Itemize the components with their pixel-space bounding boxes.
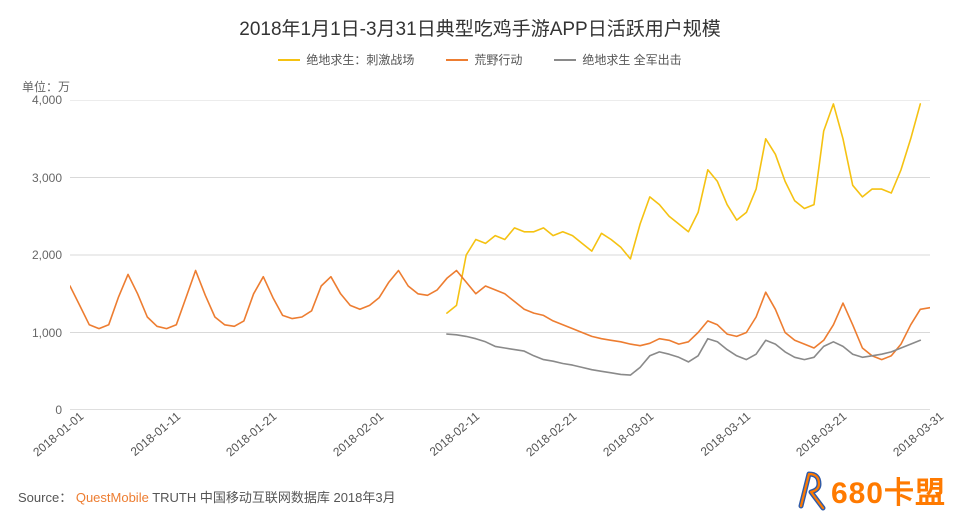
source-highlight: QuestMobile (76, 490, 149, 505)
chart-title: 2018年1月1日-3月31日典型吃鸡手游APP日活跃用户规模 (0, 0, 960, 41)
legend-swatch-2 (554, 59, 576, 61)
y-tick-label: 1,000 (32, 326, 70, 340)
source-line: Source： QuestMobile TRUTH 中国移动互联网数据库 201… (18, 487, 396, 506)
legend-item-0: 绝地求生：刺激战场 (278, 51, 414, 68)
x-tick-label: 2018-01-21 (223, 409, 279, 459)
line-chart-svg (70, 100, 930, 410)
y-tick-label: 3,000 (32, 171, 70, 185)
legend-label-1: 荒野行动 (474, 51, 522, 68)
x-tick-label: 2018-03-11 (698, 409, 753, 459)
source-prefix: Source： (18, 490, 72, 505)
x-tick-label: 2018-03-01 (600, 409, 656, 459)
legend-item-2: 绝地求生 全军出击 (554, 51, 681, 68)
x-tick-label: 2018-02-21 (523, 409, 579, 459)
y-tick-label: 4,000 (32, 93, 70, 107)
x-tick-label: 2018-02-01 (330, 409, 386, 459)
x-tick-label: 2018-02-11 (427, 409, 482, 459)
source-rest: TRUTH 中国移动互联网数据库 2018年3月 (149, 490, 396, 505)
y-tick-label: 0 (55, 403, 70, 417)
legend-swatch-0 (278, 59, 300, 61)
y-tick-label: 2,000 (32, 248, 70, 262)
x-tick-label: 2018-03-31 (890, 409, 946, 459)
watermark-text: 680卡盟 (831, 468, 946, 512)
x-tick-label: 2018-03-21 (794, 409, 850, 459)
legend-label-2: 绝地求生 全军出击 (582, 51, 681, 68)
legend-swatch-1 (446, 59, 468, 61)
plot-area: 01,0002,0003,0004,0002018-01-012018-01-1… (70, 100, 930, 410)
legend-item-1: 荒野行动 (446, 51, 522, 68)
legend: 绝地求生：刺激战场 荒野行动 绝地求生 全军出击 (0, 51, 960, 68)
watermark: 680卡盟 (797, 468, 946, 512)
legend-label-0: 绝地求生：刺激战场 (306, 51, 414, 68)
x-tick-label: 2018-01-11 (127, 409, 182, 459)
watermark-logo-icon (797, 468, 827, 512)
